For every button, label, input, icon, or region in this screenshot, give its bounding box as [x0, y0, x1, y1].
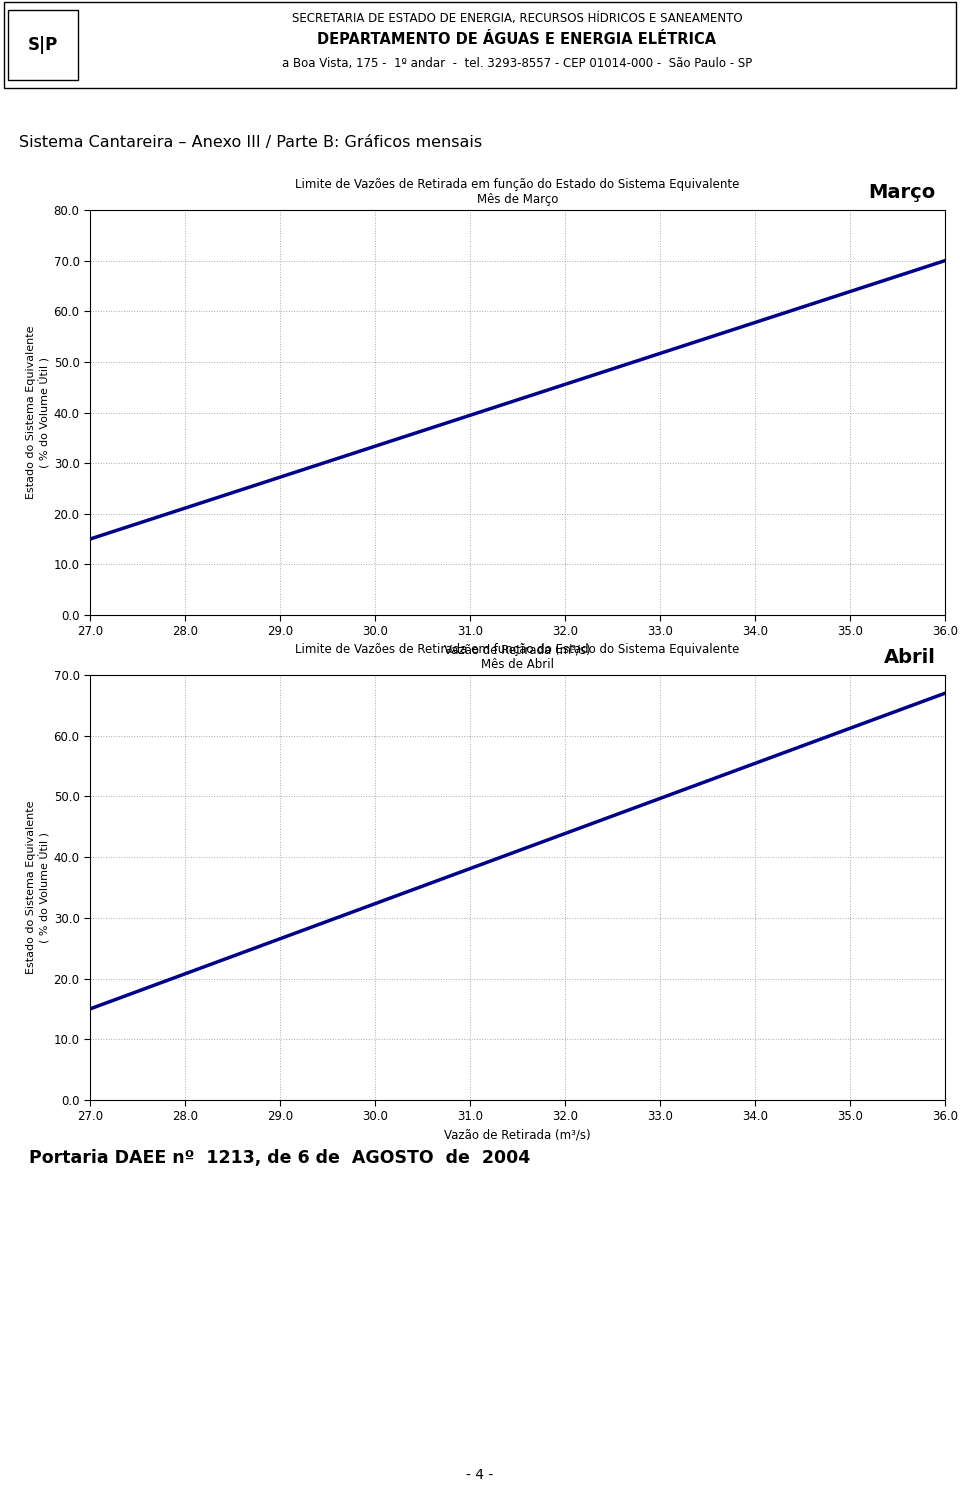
Text: S|P: S|P [28, 36, 59, 54]
Text: Abril: Abril [884, 648, 936, 666]
Y-axis label: Estado do Sistema Equivalente
( % do Volume Útil ): Estado do Sistema Equivalente ( % do Vol… [26, 800, 49, 975]
Y-axis label: Estado do Sistema Equivalente
( % do Volume Útil ): Estado do Sistema Equivalente ( % do Vol… [26, 326, 49, 499]
Title: Limite de Vazões de Retirada em função do Estado do Sistema Equivalente
Mês de A: Limite de Vazões de Retirada em função d… [296, 644, 740, 671]
Bar [8, 11, 78, 80]
Text: Março: Março [869, 183, 936, 202]
Title: Limite de Vazões de Retirada em função do Estado do Sistema Equivalente
Mês de M: Limite de Vazões de Retirada em função d… [296, 177, 740, 206]
Text: - 4 -: - 4 - [467, 1468, 493, 1481]
Text: Sistema Cantareira – Anexo III / Parte B: Gráficos mensais: Sistema Cantareira – Anexo III / Parte B… [19, 135, 482, 150]
Text: a Boa Vista, 175 -  1º andar  -  tel. 3293-8557 - CEP 01014-000 -  São Paulo - S: a Boa Vista, 175 - 1º andar - tel. 3293-… [282, 57, 752, 71]
Text: SECRETARIA DE ESTADO DE ENERGIA, RECURSOS HÍDRICOS E SANEAMENTO: SECRETARIA DE ESTADO DE ENERGIA, RECURSO… [292, 12, 742, 26]
Text: DEPARTAMENTO DE ÁGUAS E ENERGIA ELÉTRICA: DEPARTAMENTO DE ÁGUAS E ENERGIA ELÉTRICA [318, 32, 716, 47]
X-axis label: Vazão de Retirada (m³/s): Vazão de Retirada (m³/s) [444, 644, 590, 657]
Text: Portaria DAEE nº  1213, de 6 de  AGOSTO  de  2004: Portaria DAEE nº 1213, de 6 de AGOSTO de… [29, 1149, 530, 1167]
X-axis label: Vazão de Retirada (m³/s): Vazão de Retirada (m³/s) [444, 1130, 590, 1142]
